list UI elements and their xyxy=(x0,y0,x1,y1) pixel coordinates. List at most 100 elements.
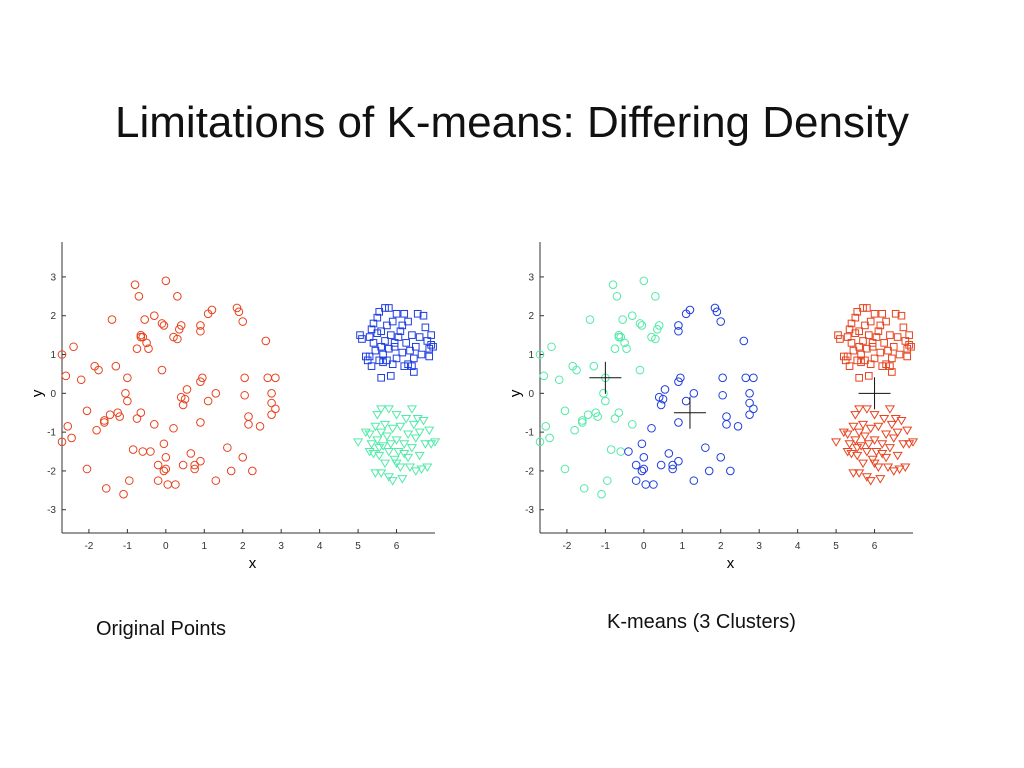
square-point xyxy=(410,368,418,376)
square-point xyxy=(390,339,399,347)
square-point xyxy=(423,337,432,345)
circle-point xyxy=(631,460,641,470)
circle-point xyxy=(668,460,677,470)
x-tick-label: 3 xyxy=(278,541,284,552)
square-point xyxy=(893,333,902,341)
triangle-point xyxy=(391,436,402,445)
circle-point xyxy=(637,439,647,449)
circle-point xyxy=(76,375,86,385)
triangle-point xyxy=(372,411,383,420)
circle-point xyxy=(196,418,205,427)
square-point xyxy=(839,352,848,361)
triangle-point xyxy=(854,469,865,478)
y-tick-label: 0 xyxy=(50,389,56,400)
circle-point xyxy=(113,408,123,418)
square-point xyxy=(861,356,869,365)
square-point xyxy=(410,354,418,363)
square-point xyxy=(845,325,854,334)
square-point xyxy=(394,333,403,341)
circle-point xyxy=(610,414,620,423)
circle-point xyxy=(614,330,624,340)
circle-point xyxy=(614,408,624,418)
circle-point xyxy=(123,396,132,406)
x-tick-label: 2 xyxy=(718,541,724,552)
circle-point xyxy=(244,420,253,429)
circle-point xyxy=(710,303,720,313)
triangle-point xyxy=(886,420,897,430)
triangle-point xyxy=(378,442,389,451)
triangle-point xyxy=(869,411,880,420)
triangle-point xyxy=(880,430,892,440)
circle-point xyxy=(271,404,280,414)
circle-point xyxy=(163,480,173,489)
circle-point xyxy=(146,447,155,456)
triangle-point xyxy=(391,459,402,469)
triangle-point xyxy=(416,465,427,474)
triangle-point xyxy=(414,428,425,438)
triangle-point xyxy=(857,420,869,430)
square-point xyxy=(868,339,877,347)
square-point xyxy=(381,337,389,345)
circle-point xyxy=(178,400,188,410)
triangle-point xyxy=(859,432,871,441)
circle-point xyxy=(739,336,749,346)
triangle-point xyxy=(391,411,402,420)
circle-point xyxy=(635,319,645,328)
square-point xyxy=(402,339,410,347)
square-point xyxy=(379,350,387,359)
circle-point xyxy=(263,373,273,383)
circle-point xyxy=(635,365,645,375)
circle-point xyxy=(140,315,149,324)
circle-point xyxy=(622,344,631,353)
circle-point xyxy=(240,390,249,400)
circle-point xyxy=(545,433,554,443)
square-point xyxy=(385,304,393,312)
circle-point xyxy=(107,315,117,324)
circle-point xyxy=(173,292,182,301)
triangle-point xyxy=(410,467,421,476)
square-point xyxy=(381,304,389,312)
y-tick-label: 3 xyxy=(528,272,534,283)
square-point xyxy=(882,360,890,369)
triangle-point xyxy=(904,440,915,449)
circle-point xyxy=(226,466,236,476)
circle-point xyxy=(535,437,545,447)
circle-point xyxy=(718,390,727,400)
x-tick-label: 1 xyxy=(679,541,685,552)
original-points-scatter: -2 -1 0 1 2 3 4 5 6 -3 -2 -1 0 1 2 3 x y xyxy=(29,242,441,572)
circle-point xyxy=(196,377,205,386)
circle-point xyxy=(560,464,570,474)
square-point xyxy=(400,362,409,370)
square-point xyxy=(383,321,391,330)
triangle-point xyxy=(426,440,437,449)
square-point xyxy=(845,362,854,370)
circle-point xyxy=(267,410,276,419)
circle-point xyxy=(639,464,649,474)
circle-point xyxy=(608,280,618,289)
circle-point xyxy=(612,292,622,301)
circle-point xyxy=(624,447,633,456)
square-point xyxy=(425,352,434,361)
triangle-point xyxy=(857,459,869,469)
triangle-point xyxy=(880,453,892,463)
triangle-point xyxy=(865,424,876,434)
circle-point xyxy=(130,280,140,289)
circle-point xyxy=(689,389,699,398)
circle-point xyxy=(238,453,248,462)
circle-point xyxy=(174,325,184,334)
x-axis-label: x xyxy=(727,555,735,572)
circle-point xyxy=(196,456,205,466)
triangle-point xyxy=(873,422,884,432)
circle-point xyxy=(554,375,564,385)
y-tick-label: -1 xyxy=(47,428,56,439)
circle-point xyxy=(651,334,660,344)
square-point xyxy=(907,342,915,351)
triangle-point xyxy=(863,440,874,449)
triangle-point xyxy=(848,469,859,478)
square-point xyxy=(404,317,412,326)
square-point xyxy=(878,362,887,370)
square-point xyxy=(855,374,863,382)
square-point xyxy=(392,354,401,363)
circle-point xyxy=(101,484,111,493)
square-point xyxy=(905,331,913,339)
